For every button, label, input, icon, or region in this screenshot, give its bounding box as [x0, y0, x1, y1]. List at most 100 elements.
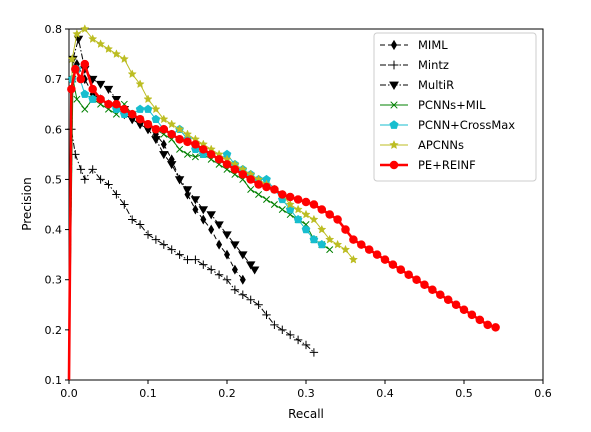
data-point: [96, 175, 105, 184]
data-point: [160, 139, 167, 150]
data-point: [167, 245, 176, 254]
data-point: [159, 114, 169, 124]
data-point: [80, 59, 90, 69]
data-point: [199, 260, 208, 269]
data-point: [175, 135, 184, 144]
data-point: [112, 190, 121, 199]
data-point: [285, 192, 295, 202]
data-point: [192, 204, 199, 215]
data-point: [388, 260, 398, 269]
data-point: [151, 125, 161, 134]
data-point: [230, 165, 240, 174]
data-point: [301, 197, 311, 207]
y-axis-ticks: 0.1 0.2 0.3 0.4 0.5 0.6 0.7 0.8: [45, 23, 69, 387]
x-axis-ticks: 0.0 0.1 0.2 0.3 0.4 0.5 0.6: [60, 380, 552, 400]
data-point: [120, 104, 129, 114]
data-point: [104, 99, 113, 109]
legend-label: PCNNs+MIL: [418, 98, 486, 112]
data-point: [341, 225, 350, 234]
data-point: [475, 315, 485, 325]
y-axis-label: Precision: [20, 177, 34, 231]
data-point: [246, 175, 255, 184]
x-tick-label: 0.2: [218, 387, 236, 400]
legend: MIML Mintz MultiR PCNNs+MIL PCNN+CrossMax APC…: [373, 32, 537, 182]
data-point: [301, 224, 311, 234]
data-point: [317, 224, 327, 234]
legend-marker: [389, 139, 399, 150]
data-point: [88, 84, 97, 94]
data-point: [167, 119, 177, 129]
legend-marker: [389, 60, 399, 70]
data-point: [254, 180, 263, 189]
data-point: [127, 69, 137, 79]
data-point: [76, 165, 86, 174]
data-point: [143, 94, 153, 104]
data-point: [348, 254, 359, 264]
data-point: [326, 246, 334, 254]
data-point: [151, 235, 161, 244]
legend-box: [373, 32, 537, 182]
y-tick-label: 0.2: [45, 324, 63, 337]
x-tick-label: 0.3: [297, 387, 315, 400]
series-multir: [68, 35, 260, 381]
data-point: [88, 165, 97, 174]
data-point: [262, 195, 271, 203]
data-point: [230, 285, 240, 294]
data-point: [80, 89, 90, 98]
data-point: [183, 137, 192, 147]
data-point: [120, 200, 129, 209]
data-point: [214, 155, 224, 164]
data-point: [128, 215, 137, 224]
data-point: [80, 24, 90, 33]
data-point: [443, 295, 453, 305]
legend-marker: [390, 39, 398, 51]
data-point: [182, 129, 193, 139]
data-point: [159, 240, 168, 249]
data-point: [262, 310, 271, 320]
data-point: [111, 49, 122, 58]
data-point: [301, 340, 311, 350]
data-point: [151, 104, 161, 114]
data-point: [73, 95, 81, 103]
data-point: [247, 185, 255, 193]
data-point: [309, 214, 319, 224]
legend-label: APCNNs: [418, 138, 464, 152]
data-point: [103, 44, 114, 53]
x-tick-label: 0.1: [139, 387, 157, 400]
data-point: [467, 310, 477, 320]
data-point: [293, 335, 303, 345]
data-point: [135, 114, 145, 124]
x-tick-label: 0.0: [60, 387, 78, 400]
legend-label: Mintz: [418, 58, 449, 72]
data-point: [420, 280, 429, 289]
data-point: [159, 151, 169, 160]
data-point: [396, 265, 406, 274]
data-point: [166, 161, 177, 170]
legend-label: PCNN+CrossMax: [418, 118, 515, 132]
x-tick-label: 0.6: [534, 387, 552, 400]
y-tick-label: 0.3: [45, 274, 63, 287]
data-point: [216, 239, 223, 250]
data-point: [254, 300, 263, 309]
data-point: [451, 300, 461, 310]
series-line: [68, 68, 323, 381]
series-pe-reinf: [67, 59, 500, 381]
data-point: [96, 94, 105, 104]
legend-item: Mintz: [380, 58, 449, 72]
data-point: [182, 186, 193, 195]
x-axis-label: Recall: [288, 407, 324, 421]
data-point: [222, 160, 232, 169]
data-point: [143, 230, 153, 239]
legend-label: MIML: [418, 38, 448, 52]
data-point: [119, 54, 129, 64]
data-point: [71, 150, 80, 159]
data-point: [151, 114, 161, 123]
series-line: [68, 38, 256, 381]
data-point: [175, 250, 184, 259]
data-point: [81, 105, 89, 113]
data-point: [198, 206, 209, 215]
data-point: [174, 124, 185, 134]
data-point: [67, 84, 76, 94]
data-point: [224, 249, 230, 260]
data-point: [174, 176, 185, 185]
